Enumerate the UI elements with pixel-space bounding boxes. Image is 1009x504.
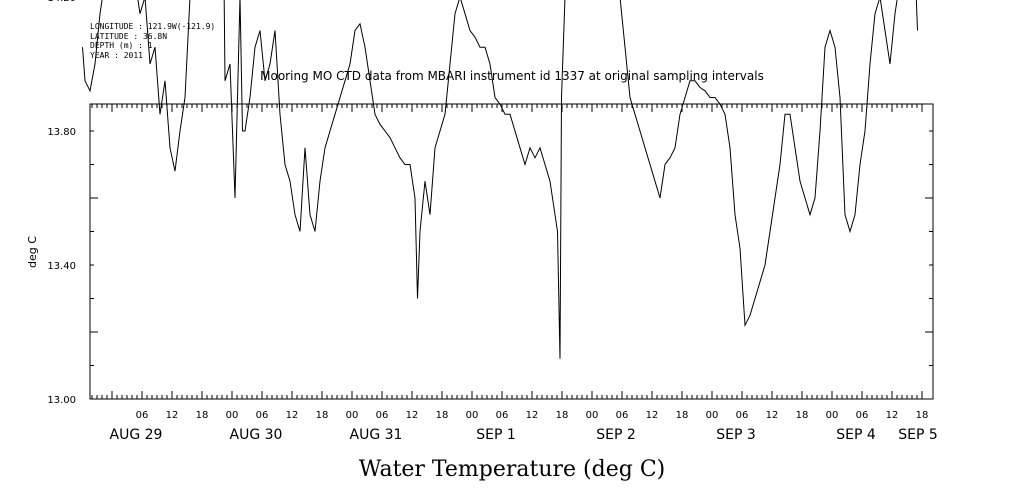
x-tick-label: 06 — [616, 410, 629, 421]
x-tick-label: 06 — [736, 410, 749, 421]
x-tick-label: 12 — [406, 410, 419, 421]
x-tick-label: 18 — [556, 410, 569, 421]
x-tick-label: 00 — [586, 410, 599, 421]
day-label: SEP 2 — [596, 427, 636, 443]
latitude-text: LATITUDE : 36.8N — [90, 31, 168, 41]
x-tick-label: 12 — [286, 410, 299, 421]
location-metadata: LONGITUDE : 121.9W(-121.9) LATITUDE : 36.… — [90, 22, 215, 60]
x-tick-label: 18 — [316, 410, 329, 421]
longitude-text: LONGITUDE : 121.9W(-121.9) — [90, 22, 216, 31]
water-temperature-line — [82, 0, 918, 359]
x-tick-label: 12 — [526, 410, 539, 421]
day-label: AUG 30 — [230, 427, 283, 443]
x-tick-label: 06 — [256, 410, 269, 421]
x-tick-label: 06 — [496, 410, 509, 421]
x-tick-label: 00 — [706, 410, 719, 421]
x-tick-label: 06 — [376, 410, 389, 421]
day-label: AUG 31 — [350, 427, 403, 443]
x-tick-label: 18 — [196, 410, 209, 421]
y-tick-label: 13.80 — [47, 127, 76, 138]
day-label: SEP 4 — [836, 427, 876, 443]
x-tick-label: 18 — [796, 410, 809, 421]
x-tick-label: 12 — [886, 410, 899, 421]
x-tick-label: 06 — [136, 410, 149, 421]
year-text: YEAR : 2011 — [90, 50, 143, 60]
y-tick-label: 13.00 — [47, 395, 76, 406]
x-tick-label: 00 — [226, 410, 239, 421]
chart-title: Mooring MO CTD data from MBARI instrumen… — [260, 69, 764, 83]
y-tick-label: 14.20 — [47, 0, 76, 4]
x-tick-label: 12 — [166, 410, 179, 421]
day-label: SEP 1 — [476, 427, 516, 443]
x-tick-label: 18 — [436, 410, 449, 421]
y-axis-label: deg C — [26, 236, 39, 268]
x-axis-label: Water Temperature (deg C) — [359, 457, 666, 482]
day-label: SEP 5 — [898, 427, 938, 443]
day-label: SEP 3 — [716, 427, 756, 443]
x-tick-label: 18 — [676, 410, 689, 421]
day-label: AUG 29 — [110, 427, 163, 443]
depth-text: DEPTH (m) : 1 — [90, 41, 153, 50]
axis-ticks — [90, 104, 933, 400]
y-tick-label: 13.40 — [47, 261, 76, 272]
day-labels: AUG 29 AUG 30 AUG 31 SEP 1 SEP 2 SEP 3 SEP 4 SE… — [110, 427, 938, 443]
x-tick-label: 00 — [466, 410, 479, 421]
x-tick-label: 00 — [346, 410, 359, 421]
x-tick-label: 12 — [766, 410, 779, 421]
x-tick-labels: 06 12 18 00 06 12 18 00 06 12 18 00 06 12 18 00 06 12 18 00… — [136, 410, 929, 421]
x-tick-label: 06 — [856, 410, 869, 421]
x-tick-label: 12 — [646, 410, 659, 421]
x-tick-label: 00 — [826, 410, 839, 421]
x-tick-label: 18 — [916, 410, 929, 421]
plot-frame — [89, 103, 934, 400]
